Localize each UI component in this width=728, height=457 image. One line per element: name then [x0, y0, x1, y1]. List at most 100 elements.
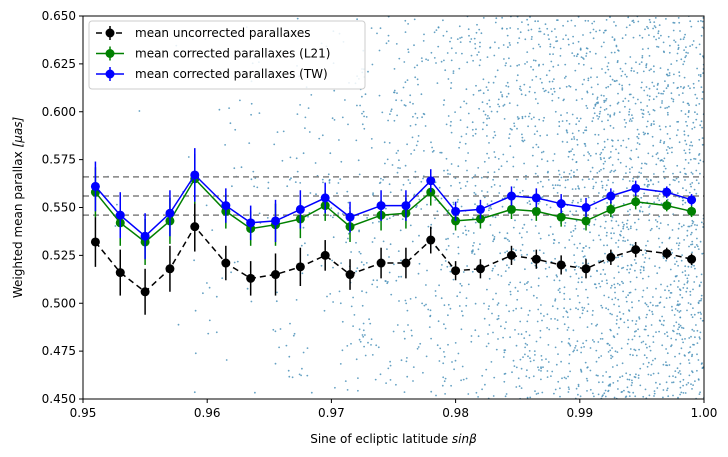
scatter-point	[515, 344, 518, 347]
scatter-point	[528, 115, 530, 118]
scatter-point	[498, 231, 501, 234]
scatter-point	[503, 373, 506, 375]
scatter-point	[606, 138, 609, 141]
scatter-point	[693, 281, 696, 283]
scatter-point	[638, 143, 641, 146]
scatter-point	[330, 207, 333, 210]
scatter-point	[696, 237, 698, 240]
scatter-point	[361, 304, 364, 307]
scatter-point	[558, 120, 561, 123]
scatter-point	[449, 307, 452, 310]
scatter-point	[655, 331, 657, 333]
scatter-point	[649, 205, 651, 207]
scatter-point	[584, 145, 587, 147]
scatter-point	[648, 257, 651, 260]
scatter-point	[566, 131, 569, 134]
scatter-point	[459, 37, 461, 39]
scatter-point	[559, 395, 561, 398]
scatter-point	[407, 51, 410, 53]
scatter-point	[358, 338, 361, 341]
scatter-point	[612, 382, 615, 384]
scatter-point	[546, 27, 549, 30]
scatter-point	[700, 20, 702, 22]
scatter-point	[689, 87, 691, 90]
scatter-point	[309, 192, 312, 194]
scatter-point	[659, 139, 662, 142]
scatter-point	[681, 338, 684, 341]
scatter-point	[449, 124, 452, 127]
scatter-point	[613, 112, 616, 115]
scatter-point	[636, 128, 639, 131]
scatter-point	[509, 27, 512, 29]
scatter-point	[533, 116, 535, 119]
scatter-point	[701, 366, 704, 369]
scatter-point	[221, 277, 224, 280]
scatter-point	[677, 264, 679, 267]
scatter-point	[530, 28, 533, 31]
scatter-point	[478, 64, 481, 67]
scatter-point	[578, 301, 581, 304]
scatter-point	[559, 387, 561, 390]
data-point	[556, 260, 566, 270]
scatter-point	[364, 354, 367, 357]
scatter-point	[577, 383, 580, 386]
scatter-point	[502, 105, 505, 107]
scatter-point	[628, 378, 631, 381]
scatter-point	[355, 358, 358, 361]
scatter-point	[625, 122, 627, 124]
scatter-point	[697, 311, 700, 314]
scatter-point	[677, 46, 680, 49]
data-point	[271, 216, 281, 226]
scatter-point	[574, 345, 577, 347]
scatter-point	[410, 153, 412, 155]
scatter-point	[470, 54, 473, 57]
scatter-point	[562, 316, 565, 318]
scatter-point	[611, 355, 614, 358]
scatter-point	[385, 207, 387, 210]
scatter-point	[680, 85, 682, 88]
scatter-point	[607, 85, 610, 88]
scatter-point	[658, 227, 661, 230]
scatter-point	[575, 387, 578, 390]
scatter-point	[557, 169, 560, 172]
scatter-point	[645, 252, 647, 255]
scatter-point	[538, 249, 541, 252]
scatter-point	[595, 181, 597, 184]
scatter-point	[568, 85, 570, 87]
scatter-point	[609, 349, 612, 352]
scatter-point	[656, 152, 659, 154]
scatter-point	[665, 364, 667, 367]
scatter-point	[683, 133, 686, 136]
scatter-point	[642, 253, 644, 256]
scatter-point	[509, 293, 512, 296]
scatter-point	[420, 93, 423, 96]
scatter-point	[672, 375, 674, 377]
scatter-point	[494, 156, 497, 159]
scatter-point	[684, 158, 687, 161]
scatter-point	[373, 237, 376, 240]
scatter-point	[594, 218, 597, 221]
scatter-point	[379, 27, 382, 30]
scatter-point	[618, 111, 621, 113]
scatter-point	[603, 109, 606, 111]
scatter-point	[629, 243, 632, 246]
scatter-point	[542, 87, 545, 90]
scatter-point	[610, 232, 612, 235]
scatter-point	[328, 178, 331, 181]
scatter-point	[658, 215, 660, 218]
scatter-point	[620, 347, 623, 350]
scatter-point	[668, 51, 671, 54]
scatter-point	[466, 61, 469, 64]
scatter-point	[487, 333, 489, 335]
scatter-point	[535, 143, 538, 146]
scatter-point	[547, 179, 550, 181]
scatter-point	[519, 358, 522, 361]
scatter-point	[636, 142, 639, 144]
scatter-point	[443, 323, 445, 326]
scatter-point	[658, 246, 661, 248]
scatter-point	[445, 123, 448, 126]
series-layer	[90, 148, 697, 315]
scatter-point	[616, 333, 619, 335]
scatter-point	[603, 101, 606, 103]
scatter-point	[568, 239, 571, 241]
